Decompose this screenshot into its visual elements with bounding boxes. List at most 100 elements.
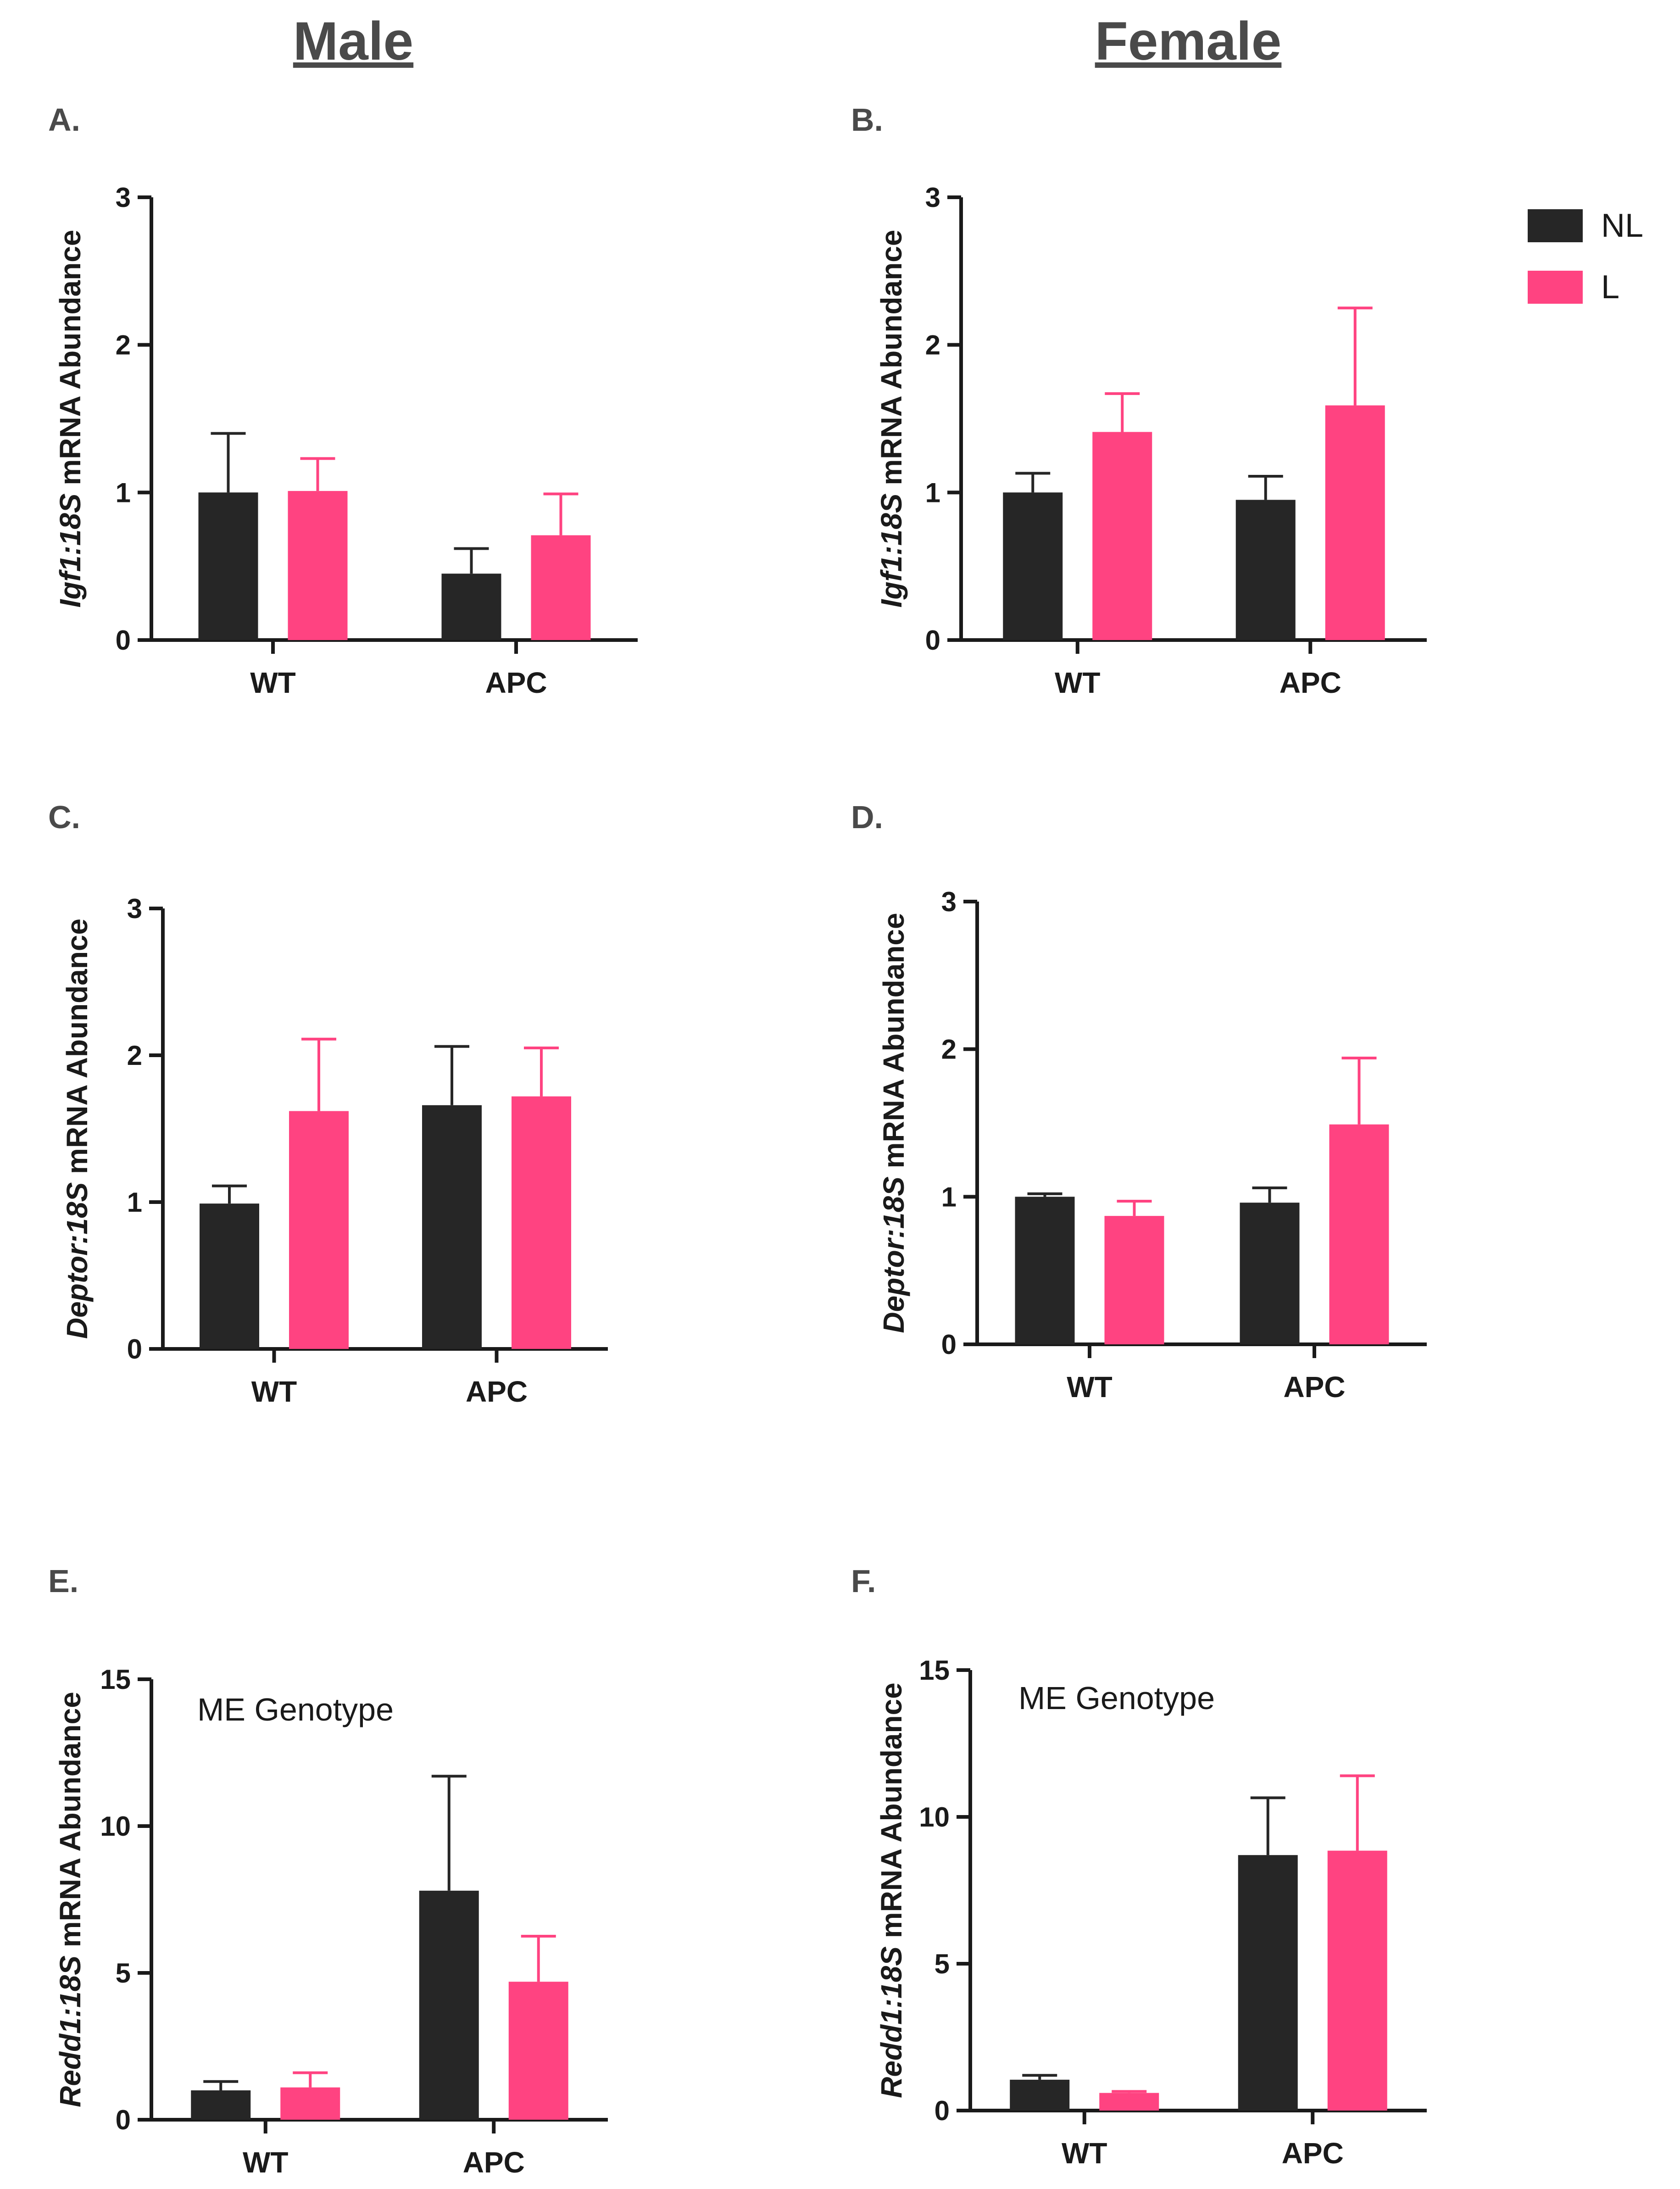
y-axis-label-gene: Igf1:18S [54,493,87,607]
x-tick-label: WT [1062,2137,1107,2170]
x-tick-label: APC [463,2146,525,2179]
y-tick-label: 1 [925,477,940,508]
y-axis-label: Deptor:18S mRNA Abundance [877,913,910,1333]
bar-nl-apc [441,574,501,640]
y-tick-label: 1 [127,1187,142,1218]
y-tick-label: 3 [925,182,940,213]
bar-nl-wt [1015,1197,1075,1344]
panel-b: B. 0 1 2 3 WT APC Igf1:18S mRNA Abundance [851,102,1427,699]
x-tick-label: APC [1283,1370,1345,1404]
y-tick-label: 15 [919,1655,950,1686]
panels: A. 0 1 2 3 WT APC Igf1:18S mRNA Abundance B. 0 1 2 3… [48,102,1427,2179]
y-tick-label: 1 [941,1181,957,1212]
y-tick-label: 3 [116,182,131,213]
y-axis-label-gene: Deptor:18S [61,1182,94,1339]
panel-d: D. 0 1 2 3 WT APC Deptor:18S mRNA Abundance [851,799,1427,1404]
y-tick-label: 1 [116,477,131,508]
bar-l-wt [289,1111,349,1349]
legend-swatch-l [1528,271,1583,304]
x-tick-label: WT [250,666,296,699]
bar-nl-apc [422,1105,482,1349]
y-tick-label: 5 [935,1949,950,1979]
y-axis-label-rest: mRNA Abundance [875,1682,908,1946]
column-title-female: Female [1095,11,1282,72]
y-tick-label: 0 [127,1334,142,1365]
bar-nl-wt [200,1203,259,1349]
y-tick-label: 10 [100,1811,131,1842]
y-axis-label-gene: Deptor:18S [877,1176,910,1333]
y-tick-label: 0 [116,2105,131,2135]
x-tick-label: WT [1055,666,1101,699]
y-axis-label-gene: Redd1:18S [54,1955,87,2107]
bar-l-apc [508,1982,568,2120]
y-axis-label: Deptor:18S mRNA Abundance [61,919,94,1339]
y-axis-label-rest: mRNA Abundance [61,919,94,1182]
y-tick-label: 10 [919,1802,950,1833]
bar-l-wt [288,491,348,640]
y-axis-label-rest: mRNA Abundance [875,230,908,494]
x-tick-label: WT [251,1375,297,1408]
y-axis-label: Igf1:18S mRNA Abundance [875,230,908,608]
bar-l-apc [1329,1124,1389,1344]
bar-l-wt [1104,1216,1164,1344]
y-tick-label: 0 [941,1329,957,1360]
x-tick-label: WT [1067,1370,1113,1404]
panel-a: A. 0 1 2 3 WT APC Igf1:18S mRNA Abundance [48,102,638,699]
panel-letter: C. [48,799,80,835]
y-axis-label-gene: Igf1:18S [875,493,908,607]
y-tick-label: 2 [127,1040,142,1071]
panel-letter: F. [851,1563,876,1599]
panel-letter: B. [851,102,883,138]
bar-l-wt [1092,432,1152,640]
bar-nl-wt [1010,2079,1070,2111]
bar-nl-wt [198,492,258,640]
x-tick-label: APC [1282,2137,1344,2170]
y-tick-label: 5 [116,1958,131,1988]
panel-letter: D. [851,799,883,835]
bar-nl-apc [1238,1855,1298,2111]
bar-l-wt [1099,2093,1159,2111]
bar-l-apc [512,1096,571,1349]
panel-letter: E. [48,1563,78,1599]
bar-nl-apc [1240,1203,1300,1344]
bar-nl-wt [191,2090,251,2120]
bar-nl-apc [419,1890,479,2120]
y-axis-label-rest: mRNA Abundance [54,1692,87,1955]
x-tick-label: APC [485,666,547,699]
annotation-me-genotype: ME Genotype [1018,1680,1215,1716]
y-tick-label: 0 [116,625,131,656]
panel-f: F. 0 5 10 15 WT APC Redd1:18S mRNA Abundance ME … [851,1563,1427,2170]
annotation-me-genotype: ME Genotype [197,1692,394,1727]
bar-nl-wt [1003,492,1063,640]
y-tick-label: 2 [941,1034,957,1065]
y-axis-label-rest: mRNA Abundance [877,913,910,1176]
y-axis-label: Redd1:18S mRNA Abundance [54,1692,87,2107]
y-axis-label: Igf1:18S mRNA Abundance [54,230,87,608]
legend-swatch-nl [1528,209,1583,242]
legend-label-nl: NL [1601,207,1643,244]
y-tick-label: 15 [100,1664,131,1695]
x-tick-label: WT [243,2146,289,2179]
y-tick-label: 2 [925,330,940,361]
legend: NL L [1528,207,1643,306]
y-axis-label-rest: mRNA Abundance [54,230,87,494]
bar-l-apc [1325,405,1385,640]
y-axis-label-gene: Redd1:18S [875,1946,908,2098]
x-tick-label: APC [1279,666,1341,699]
y-tick-label: 0 [925,625,940,656]
y-tick-label: 2 [116,330,131,361]
y-axis-label: Redd1:18S mRNA Abundance [875,1682,908,2098]
x-tick-label: APC [466,1375,528,1408]
y-tick-label: 3 [941,886,957,917]
bar-l-apc [531,535,591,640]
column-title-male: Male [293,11,413,72]
panel-c: C. 0 1 2 3 WT APC Deptor:18S mRNA Abundance [48,799,608,1408]
panel-letter: A. [48,102,80,138]
bar-l-wt [280,2087,340,2120]
legend-label-l: L [1601,269,1619,306]
bar-nl-apc [1235,500,1296,640]
bar-l-apc [1327,1850,1387,2111]
panel-e: E. 0 5 10 15 WT APC Redd1:18S mRNA Abundance ME … [48,1563,608,2179]
y-tick-label: 0 [935,2095,950,2126]
